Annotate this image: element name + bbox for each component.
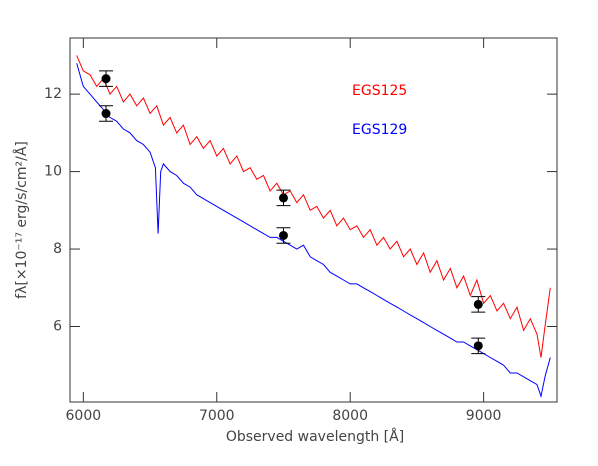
y-tick-label: 6 [53, 318, 62, 334]
x-tick-label: 6000 [66, 408, 102, 424]
x-tick-label: 8000 [332, 408, 368, 424]
y-tick-label: 8 [53, 241, 62, 257]
x-axis-label: Observed wavelength [Å] [226, 428, 404, 445]
plot-frame [69, 37, 558, 403]
data-point [278, 193, 288, 203]
data-point [278, 230, 288, 240]
legend-label: EGS129 [352, 122, 407, 138]
legend-label: EGS125 [352, 83, 407, 99]
y-tick-label: 10 [44, 164, 62, 180]
y-tick-label: 12 [44, 86, 62, 102]
x-tick-label: 7000 [199, 408, 235, 424]
data-point [101, 109, 111, 119]
data-point [473, 341, 483, 351]
data-point [473, 299, 483, 309]
x-tick-label: 9000 [466, 408, 502, 424]
y-axis-label: fλ[×10⁻¹⁷ erg/s/cm²/Å] [13, 141, 30, 299]
spectrum-line [76, 55, 551, 358]
data-point [101, 74, 111, 84]
